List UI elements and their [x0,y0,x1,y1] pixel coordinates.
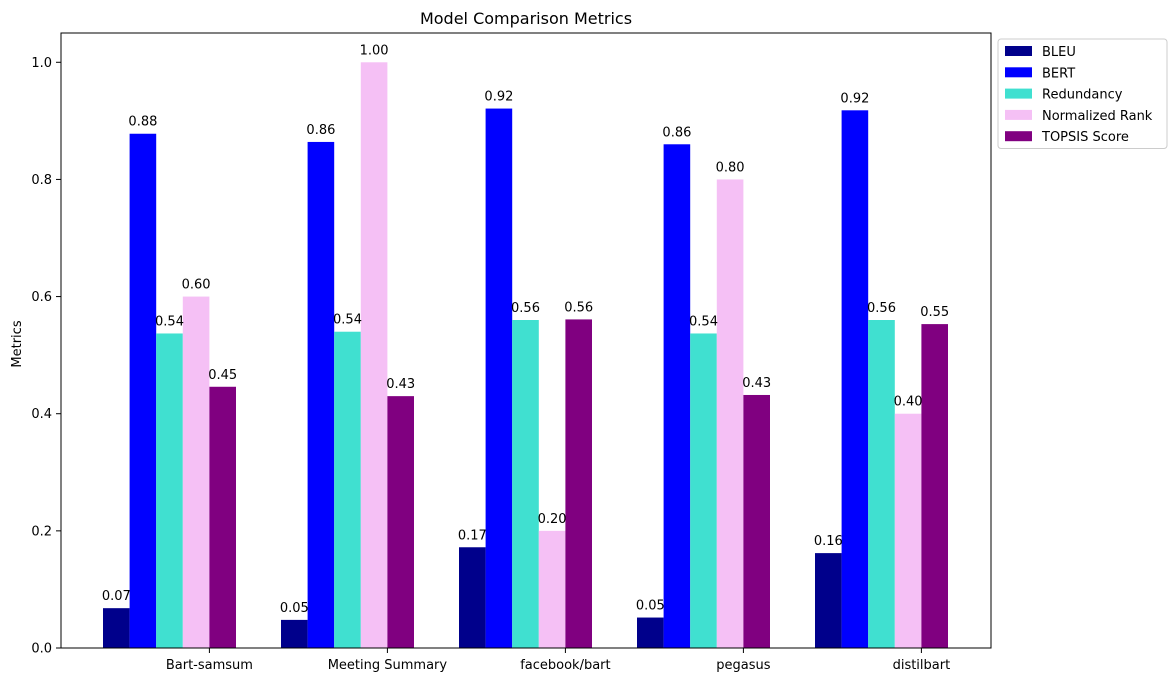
x-tick-label: Bart-samsum [166,658,253,673]
legend-swatch [1005,46,1032,56]
bar-bleu-1 [281,619,308,648]
bar-bleu-2 [459,547,486,648]
y-axis-label: Metrics [10,320,25,367]
legend-swatch [1005,67,1032,78]
bar-value-label: 0.16 [814,534,843,549]
bar-bleu-3 [637,617,664,648]
bar-value-label: 0.86 [662,125,691,140]
legend-label: Redundancy [1042,88,1123,103]
bar-bleu-0 [103,608,130,648]
bar-value-label: 0.55 [920,305,949,320]
bar-value-label: 0.86 [306,123,335,138]
x-tick-label: facebook/bart [520,658,610,673]
bar-value-label: 0.54 [333,313,362,328]
bar-value-label: 0.05 [280,601,309,616]
plot-frame [60,32,992,649]
y-tick-label: 0.2 [31,524,52,539]
bar-topsis-score-1 [387,396,414,648]
legend-frame [997,38,1168,149]
legend-label: BLEU [1042,45,1076,60]
bar-redundancy-0 [156,333,183,648]
bar-redundancy-3 [690,333,717,648]
bar-redundancy-1 [334,331,361,648]
bar-value-label: 0.88 [128,115,157,130]
bar-normalized-rank-2 [538,530,566,648]
x-tick-label: Meeting Summary [328,658,448,673]
legend-swatch [1005,88,1032,99]
bar-bert-0 [129,133,157,648]
y-tick-label: 0.6 [31,290,52,305]
bar-value-label: 0.45 [208,368,237,383]
bar-bert-1 [307,141,335,648]
legend-label: Normalized Rank [1042,109,1153,124]
bar-topsis-score-0 [209,386,236,648]
bar-bert-3 [663,144,691,649]
bar-topsis-score-2 [565,319,592,648]
bar-value-label: 0.43 [386,377,415,392]
x-tick-label: distilbart [893,658,951,673]
bar-value-label: 0.40 [894,395,923,410]
value-labels-layer: 0.07 0.05 0.17 0.05 0.16 0.88 0.86 0.92 0.86 0.92… [102,43,949,616]
bar-value-label: 0.43 [742,376,771,391]
bar-topsis-score-3 [743,394,770,648]
bar-value-label: 0.17 [458,528,487,543]
bars-layer [103,62,948,649]
legend-label: BERT [1042,66,1075,81]
bar-value-label: 0.05 [636,599,665,614]
bar-topsis-score-4 [921,324,948,648]
bar-value-label: 1.00 [360,43,389,58]
bar-normalized-rank-0 [182,296,210,648]
bar-value-label: 0.56 [511,301,540,316]
legend: BLEU BERT Redundancy Normalized Rank TOPSIS … [997,38,1168,149]
bar-normalized-rank-3 [716,179,744,648]
bar-value-label: 0.56 [867,301,896,316]
chart-title: Model Comparison Metrics [420,9,632,28]
legend-label: TOPSIS Score [1041,130,1129,145]
bar-value-label: 0.54 [155,314,184,329]
bar-bert-4 [841,110,869,649]
bar-value-label: 0.92 [840,91,869,106]
bar-redundancy-4 [868,320,895,648]
y-tick-label: 0.4 [31,407,52,422]
bar-value-label: 0.80 [716,160,745,175]
legend-swatch [1005,131,1032,142]
y-axis: 0.0 0.2 0.4 0.6 0.8 1.0 [31,56,61,657]
x-axis: Bart-samsum Meeting Summary facebook/bart p… [166,648,950,673]
bar-value-label: 0.92 [484,90,513,105]
x-tick-label: pegasus [716,658,770,673]
bar-normalized-rank-4 [894,413,922,648]
y-tick-label: 1.0 [31,56,52,71]
bar-bert-2 [485,108,513,649]
legend-swatch [1005,109,1032,120]
bar-normalized-rank-1 [360,62,388,649]
bar-value-label: 0.60 [182,278,211,293]
y-tick-label: 0.0 [31,642,52,657]
bar-value-label: 0.54 [689,314,718,329]
bar-bleu-4 [815,553,842,648]
bar-value-label: 0.20 [538,512,567,527]
bar-value-label: 0.56 [564,300,593,315]
y-tick-label: 0.8 [31,173,52,188]
bar-value-label: 0.07 [102,589,131,604]
bar-redundancy-2 [512,320,539,648]
